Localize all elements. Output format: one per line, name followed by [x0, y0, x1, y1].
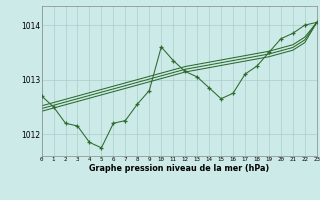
X-axis label: Graphe pression niveau de la mer (hPa): Graphe pression niveau de la mer (hPa): [89, 164, 269, 173]
